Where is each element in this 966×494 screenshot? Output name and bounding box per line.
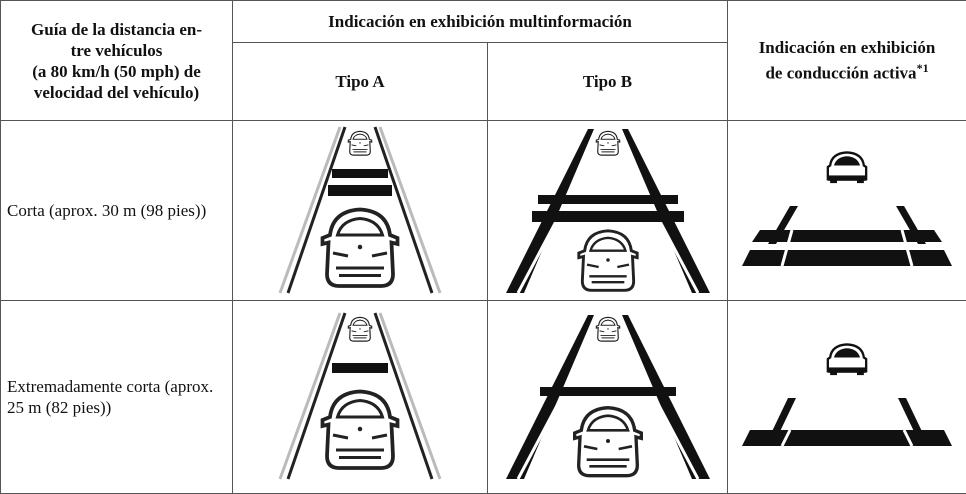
header-line: Guía de la distancia en- [31, 19, 202, 39]
illustration-cell [727, 300, 966, 494]
header-active: Indicación en exhibición de conducción a… [727, 0, 966, 121]
type-a-very-short [278, 312, 442, 480]
illustration-cell [486, 300, 729, 494]
illustration-cell [727, 120, 966, 301]
header-line: tre vehículos [70, 40, 163, 60]
type-b-short [505, 128, 710, 294]
row-label: Extremadamente corta (aprox. 25 m (82 pi… [0, 300, 233, 494]
row-label: Corta (aprox. 30 m (98 pies)) [0, 120, 233, 301]
active-short [742, 150, 953, 266]
type-b-very-short [505, 315, 710, 480]
active-very-short [742, 343, 953, 447]
header-guide: Guía de la distancia en- tre vehículos (… [0, 0, 233, 121]
illustration-cell [486, 120, 729, 301]
header-line: Indicación en exhibición [758, 38, 936, 58]
header-line: de conducción activa*1 [728, 58, 966, 84]
header-line: velocidad del vehículo) [33, 82, 200, 102]
header-type-b: Tipo B [486, 42, 729, 121]
header-line: de conducción activa [765, 63, 917, 83]
illustration-cell [232, 120, 488, 301]
header-multi: Indicación en exhibición multinformación [231, 0, 729, 43]
header-type-a: Tipo A [232, 42, 488, 121]
type-a-short [278, 125, 442, 294]
footnote-mark: *1 [916, 61, 929, 76]
header-line: (a 80 km/h (50 mph) de [32, 61, 201, 81]
illustration-cell [232, 300, 488, 494]
